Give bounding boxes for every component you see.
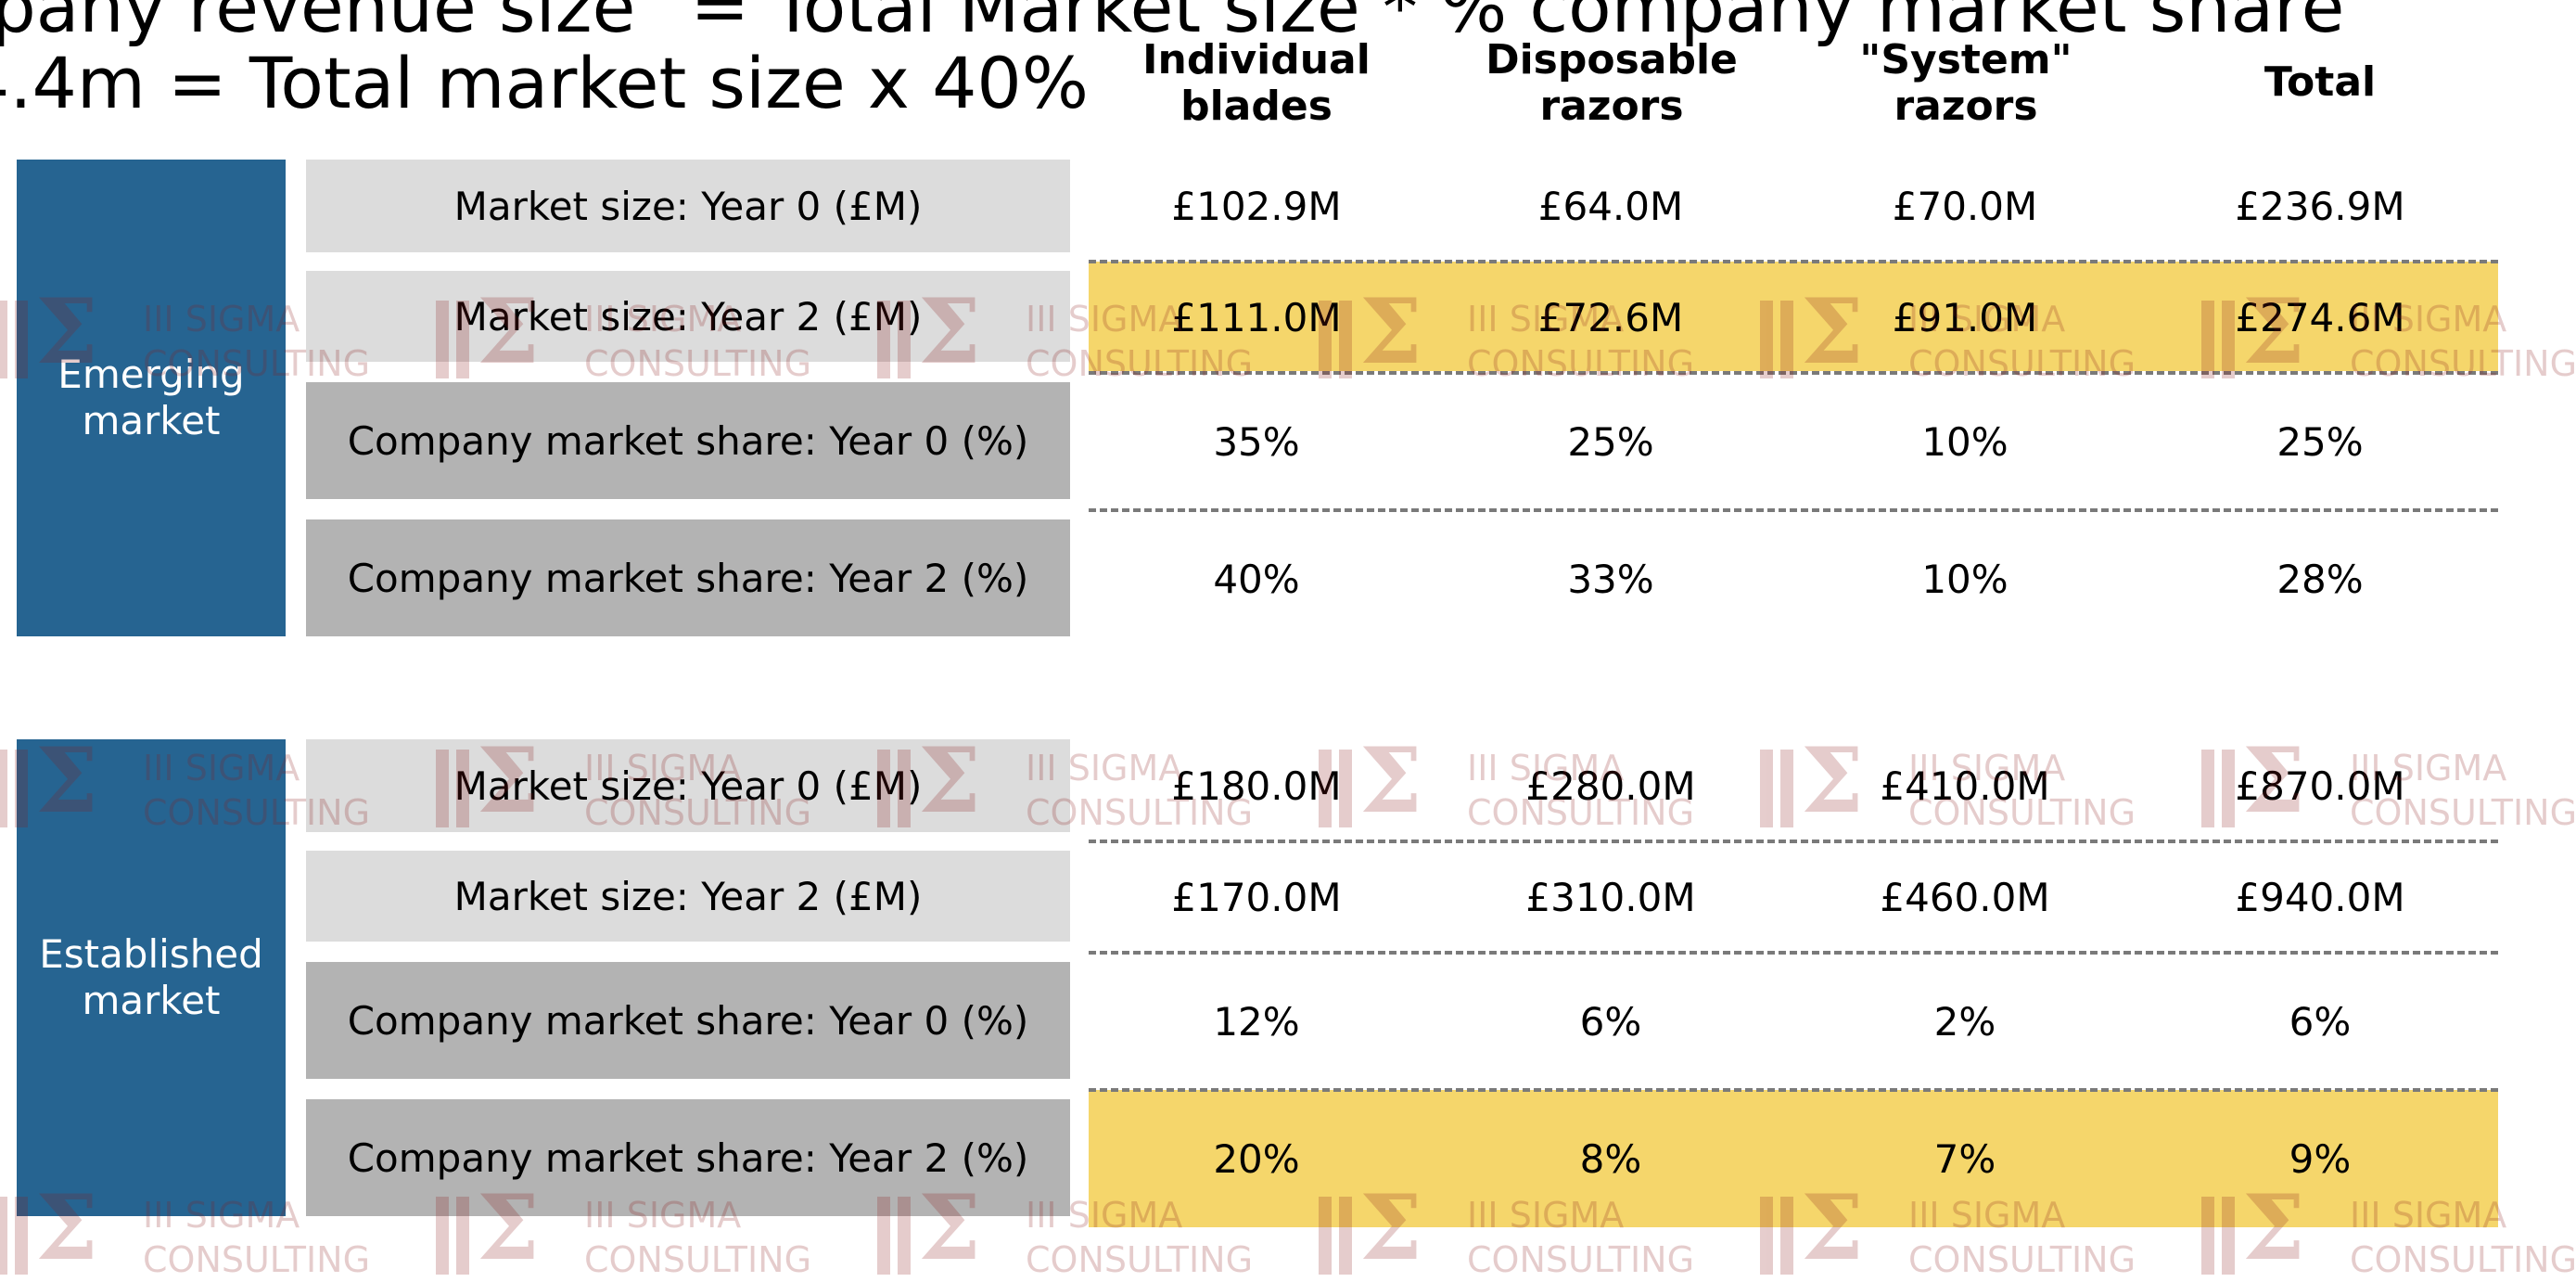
value-cell: £940.0M bbox=[2235, 875, 2405, 920]
row-label-established-size-year2: Market size: Year 2 (£M) bbox=[306, 851, 1070, 942]
value-cell: £870.0M bbox=[2235, 763, 2405, 809]
value-cell: 33% bbox=[1567, 557, 1654, 602]
column-header-disposable-razors: Disposable razors bbox=[1486, 36, 1738, 130]
value-cell: £460.0M bbox=[1880, 875, 2050, 920]
value-cell: 20% bbox=[1213, 1136, 1300, 1182]
value-cell: £102.9M bbox=[1171, 184, 1342, 229]
row-separator bbox=[1089, 371, 2498, 375]
row-separator bbox=[1089, 840, 2498, 843]
formula-heading-line-1: ompany revenue size" = Total Market size… bbox=[0, 0, 2345, 48]
value-cell: £410.0M bbox=[1880, 763, 2050, 809]
row-label-emerging-size-year0: Market size: Year 0 (£M) bbox=[306, 160, 1070, 252]
row-separator bbox=[1089, 1088, 2498, 1092]
group-label-emerging-market: Emerging market bbox=[17, 160, 286, 636]
formula-heading-line-2: 4.4m = Total market size x 40% bbox=[0, 42, 1089, 124]
value-cell: £280.0M bbox=[1525, 763, 1696, 809]
value-cell: £310.0M bbox=[1525, 875, 1696, 920]
row-label-emerging-size-year2: Market size: Year 2 (£M) bbox=[306, 271, 1070, 362]
value-cell: £91.0M bbox=[1892, 295, 2038, 340]
value-cell: 40% bbox=[1213, 557, 1300, 602]
value-cell: £180.0M bbox=[1171, 763, 1342, 809]
value-cell: 7% bbox=[1933, 1136, 1996, 1182]
value-cell: 35% bbox=[1213, 419, 1300, 465]
row-label-emerging-share-year0: Company market share: Year 0 (%) bbox=[306, 382, 1070, 499]
value-cell: £111.0M bbox=[1171, 295, 1342, 340]
value-cell: 12% bbox=[1213, 999, 1300, 1045]
value-cell: 8% bbox=[1579, 1136, 1642, 1182]
row-label-established-share-year0: Company market share: Year 0 (%) bbox=[306, 962, 1070, 1079]
value-cell: 28% bbox=[2276, 557, 2364, 602]
value-cell: 6% bbox=[2289, 999, 2352, 1045]
row-label-established-share-year2: Company market share: Year 2 (%) bbox=[306, 1099, 1070, 1216]
column-header-individual-blades: Individual blades bbox=[1142, 36, 1371, 130]
value-cell: £70.0M bbox=[1892, 184, 2038, 229]
row-separator bbox=[1089, 260, 2498, 263]
row-separator bbox=[1089, 951, 2498, 955]
value-cell: 10% bbox=[1921, 419, 2009, 465]
row-label-emerging-share-year2: Company market share: Year 2 (%) bbox=[306, 519, 1070, 636]
value-cell: 6% bbox=[1579, 999, 1642, 1045]
value-cell: £274.6M bbox=[2235, 295, 2405, 340]
value-cell: £236.9M bbox=[2235, 184, 2405, 229]
value-cell: 9% bbox=[2289, 1136, 2352, 1182]
row-separator bbox=[1089, 508, 2498, 512]
value-cell: £72.6M bbox=[1537, 295, 1684, 340]
highlight-band-established-year2-share bbox=[1089, 1090, 2498, 1227]
value-cell: 2% bbox=[1933, 999, 1996, 1045]
group-label-established-market: Established market bbox=[17, 739, 286, 1216]
value-cell: 25% bbox=[2276, 419, 2364, 465]
value-cell: £64.0M bbox=[1537, 184, 1684, 229]
highlight-band-emerging-year2-size bbox=[1089, 262, 2498, 371]
value-cell: 25% bbox=[1567, 419, 1654, 465]
row-label-established-size-year0: Market size: Year 0 (£M) bbox=[306, 739, 1070, 832]
value-cell: 10% bbox=[1921, 557, 2009, 602]
column-header-total: Total bbox=[2264, 58, 2377, 106]
column-header-system-razors: "System" razors bbox=[1859, 36, 2072, 130]
value-cell: £170.0M bbox=[1171, 875, 1342, 920]
